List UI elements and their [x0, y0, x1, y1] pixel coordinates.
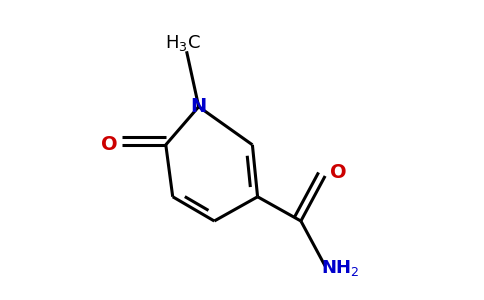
Text: N: N: [191, 97, 207, 116]
Text: O: O: [101, 135, 118, 154]
Text: H$_3$C: H$_3$C: [165, 33, 201, 52]
Text: NH$_2$: NH$_2$: [321, 258, 360, 278]
Text: O: O: [330, 163, 347, 182]
